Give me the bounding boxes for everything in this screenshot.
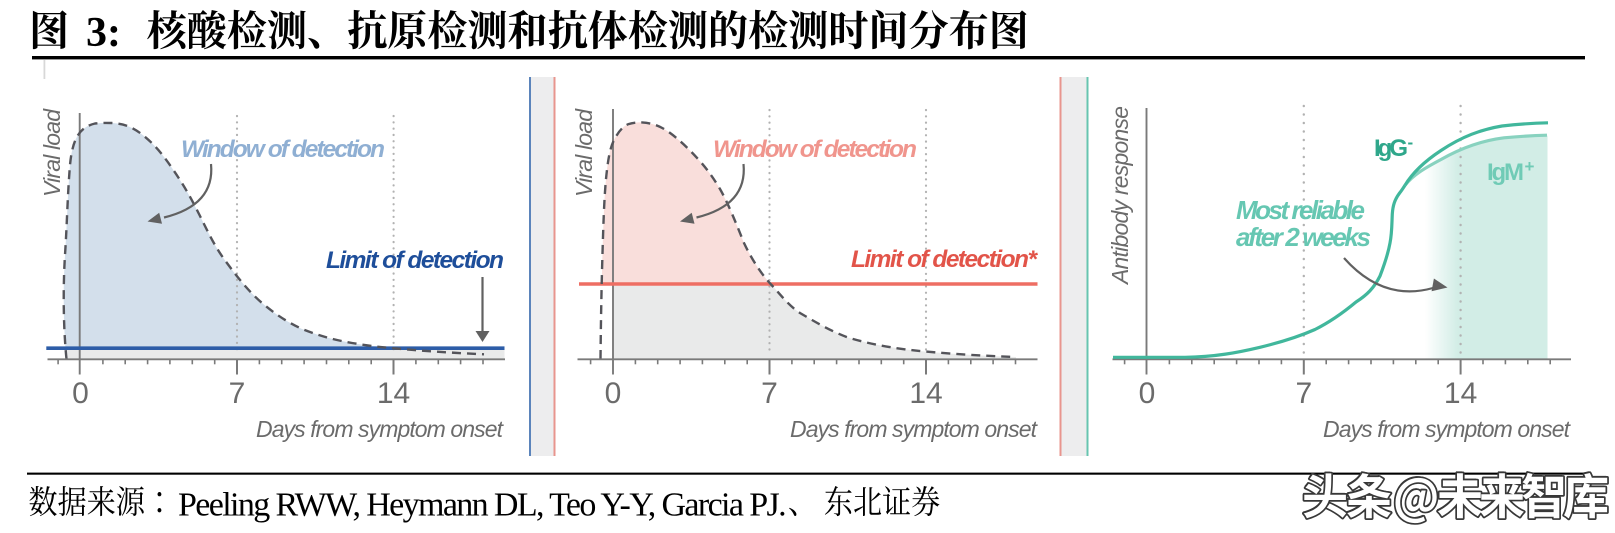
svg-text:0: 0	[605, 377, 622, 410]
svg-text:Limit of detection: Limit of detection	[326, 247, 504, 274]
svg-text:7: 7	[229, 377, 246, 410]
svg-text:IgG: IgG	[1374, 135, 1408, 162]
svg-text:-: -	[1408, 133, 1414, 152]
svg-text:Days from symptom onset: Days from symptom onset	[790, 416, 1039, 442]
svg-text:14: 14	[1444, 377, 1477, 410]
svg-text:Viral load: Viral load	[571, 108, 597, 197]
svg-text:Most reliable: Most reliable	[1236, 195, 1365, 225]
svg-text:Window of detection: Window of detection	[181, 136, 385, 163]
svg-text:14: 14	[909, 377, 942, 410]
svg-text:Antibody response: Antibody response	[1107, 106, 1133, 286]
svg-text:Limit of detection*: Limit of detection*	[851, 246, 1038, 273]
svg-text:Viral load: Viral load	[39, 108, 65, 197]
svg-text:after 2 weeks: after 2 weeks	[1236, 222, 1371, 252]
svg-text:0: 0	[72, 377, 89, 410]
svg-text:3:: 3:	[86, 10, 121, 56]
svg-text:Peeling RWW, Heymann DL, Teo Y: Peeling RWW, Heymann DL, Teo Y-Y, Garcia…	[178, 487, 787, 524]
svg-text:7: 7	[1295, 377, 1312, 410]
svg-text:+: +	[1525, 157, 1535, 176]
svg-text:0: 0	[1139, 377, 1156, 410]
svg-text:IgM: IgM	[1487, 159, 1524, 186]
svg-text:Days from symptom onset: Days from symptom onset	[256, 416, 505, 442]
svg-text:7: 7	[761, 377, 778, 410]
svg-text:Window of detection: Window of detection	[713, 136, 917, 163]
svg-text:Days from symptom onset: Days from symptom onset	[1323, 416, 1572, 442]
svg-text:14: 14	[377, 377, 410, 410]
